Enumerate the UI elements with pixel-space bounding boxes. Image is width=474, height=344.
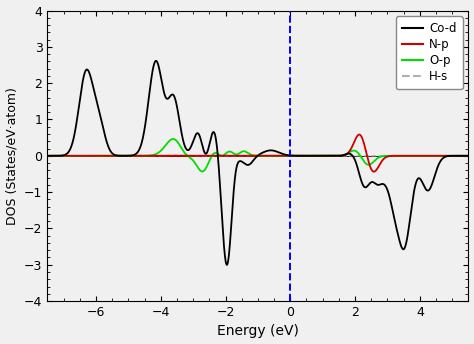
H-s	[174, 153, 180, 157]
N-p	[465, 154, 471, 158]
N-p	[45, 154, 50, 158]
O-p	[200, 169, 205, 173]
Co-d	[465, 154, 471, 158]
Co-d	[245, 163, 250, 167]
Line: Co-d: Co-d	[47, 61, 468, 265]
O-p	[45, 154, 50, 158]
H-s	[207, 154, 212, 158]
O-p	[245, 151, 250, 155]
Co-d	[221, 248, 227, 252]
N-p	[245, 154, 250, 158]
O-p	[170, 137, 176, 141]
O-p	[453, 154, 458, 158]
O-p	[225, 150, 231, 154]
H-s	[465, 154, 471, 158]
H-s	[245, 154, 250, 158]
Line: N-p: N-p	[47, 135, 468, 172]
X-axis label: Energy (eV): Energy (eV)	[217, 324, 299, 338]
Co-d	[351, 155, 356, 159]
Line: O-p: O-p	[47, 139, 468, 171]
Co-d	[453, 154, 458, 158]
Y-axis label: DOS (States/eV·atom): DOS (States/eV·atom)	[6, 87, 18, 225]
H-s	[453, 154, 458, 158]
Line: H-s: H-s	[47, 155, 468, 156]
O-p	[432, 154, 438, 158]
N-p	[225, 154, 230, 158]
O-p	[465, 154, 471, 158]
H-s	[351, 154, 356, 158]
N-p	[350, 142, 356, 146]
H-s	[432, 154, 438, 158]
O-p	[222, 153, 228, 157]
Legend: Co-d, N-p, O-p, H-s: Co-d, N-p, O-p, H-s	[396, 17, 463, 89]
N-p	[432, 154, 438, 158]
N-p	[453, 154, 458, 158]
N-p	[371, 170, 377, 174]
Co-d	[45, 154, 50, 158]
H-s	[225, 154, 231, 158]
Co-d	[225, 260, 231, 265]
O-p	[351, 149, 356, 153]
Co-d	[432, 174, 438, 178]
N-p	[356, 132, 362, 137]
Co-d	[153, 59, 159, 63]
Co-d	[224, 263, 230, 267]
N-p	[221, 154, 227, 158]
H-s	[45, 154, 50, 158]
H-s	[222, 154, 228, 158]
